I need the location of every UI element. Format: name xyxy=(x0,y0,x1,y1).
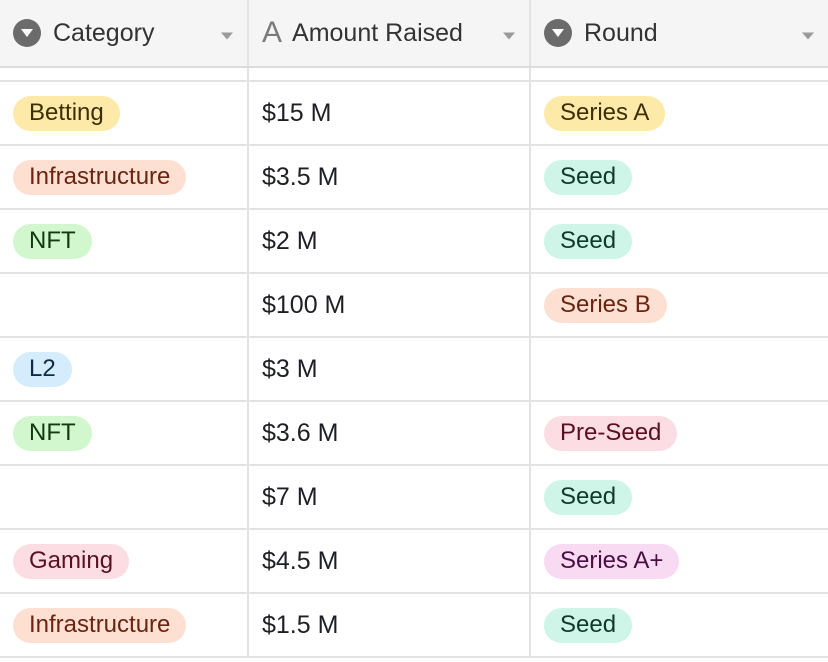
table-row[interactable]: NFT $2 M Seed xyxy=(0,210,828,274)
table-row[interactable]: Gaming $4.5 M Series A+ xyxy=(0,530,828,594)
amount-raised-cell[interactable]: $2 M xyxy=(249,210,531,272)
category-cell[interactable]: NFT xyxy=(0,402,249,464)
amount-raised-value: $4.5 M xyxy=(262,546,339,575)
column-header-round[interactable]: Round xyxy=(531,0,828,66)
table-row[interactable]: Betting $15 M Series A xyxy=(0,82,828,146)
table-row[interactable]: $100 M Series B xyxy=(0,274,828,338)
table-cell[interactable] xyxy=(249,68,531,80)
amount-raised-value: $3.5 M xyxy=(262,162,339,191)
select-option-pill: Seed xyxy=(544,159,633,195)
select-option-pill: Infrastructure xyxy=(13,607,187,643)
header-row: Category A Amount Raised Round xyxy=(0,0,828,68)
category-cell[interactable]: Gaming xyxy=(0,530,249,592)
amount-raised-value: $7 M xyxy=(262,482,318,511)
select-option-pill: Series A xyxy=(544,95,666,131)
select-option-pill: Series B xyxy=(544,287,667,323)
text-field-icon: A xyxy=(262,16,283,49)
round-cell[interactable]: Seed xyxy=(531,466,828,528)
column-header-label: Amount Raised xyxy=(292,18,463,47)
amount-raised-cell[interactable]: $3.5 M xyxy=(249,146,531,208)
select-option-pill: NFT xyxy=(13,415,92,451)
category-cell[interactable] xyxy=(0,466,249,528)
table-cell[interactable] xyxy=(531,68,828,80)
chevron-down-icon[interactable] xyxy=(221,19,233,48)
table-row[interactable]: NFT $3.6 M Pre-Seed xyxy=(0,402,828,466)
chevron-down-icon[interactable] xyxy=(802,19,814,48)
select-option-pill: Pre-Seed xyxy=(544,415,678,451)
amount-raised-value: $3 M xyxy=(262,354,318,383)
category-cell[interactable] xyxy=(0,274,249,336)
select-option-pill: L2 xyxy=(13,351,72,387)
chevron-down-icon[interactable] xyxy=(503,19,515,48)
amount-raised-value: $3.6 M xyxy=(262,418,339,447)
select-option-pill: Betting xyxy=(13,95,120,131)
amount-raised-value: $2 M xyxy=(262,226,318,255)
table-cell[interactable] xyxy=(0,68,249,80)
round-cell[interactable]: Seed xyxy=(531,146,828,208)
amount-raised-value: $1.5 M xyxy=(262,610,339,639)
select-option-pill: Series A+ xyxy=(544,543,680,579)
category-cell[interactable]: Betting xyxy=(0,82,249,144)
amount-raised-cell[interactable]: $7 M xyxy=(249,466,531,528)
round-cell[interactable]: Series B xyxy=(531,274,828,336)
single-select-icon xyxy=(544,19,572,47)
amount-raised-cell[interactable]: $4.5 M xyxy=(249,530,531,592)
column-header-label: Category xyxy=(53,18,155,47)
select-option-pill: Seed xyxy=(544,479,633,515)
round-cell[interactable]: Pre-Seed xyxy=(531,402,828,464)
single-select-icon xyxy=(13,19,41,47)
amount-raised-cell[interactable]: $100 M xyxy=(249,274,531,336)
select-option-pill: Infrastructure xyxy=(13,159,187,195)
amount-raised-value: $100 M xyxy=(262,290,346,319)
round-cell[interactable]: Seed xyxy=(531,210,828,272)
round-cell[interactable]: Seed xyxy=(531,594,828,656)
select-option-pill: Seed xyxy=(544,607,633,643)
round-cell[interactable]: Series A+ xyxy=(531,530,828,592)
table-row[interactable]: L2 $3 M xyxy=(0,338,828,402)
category-cell[interactable]: Infrastructure xyxy=(0,594,249,656)
select-option-pill: Seed xyxy=(544,223,633,259)
column-header-category[interactable]: Category xyxy=(0,0,249,66)
select-option-pill: Gaming xyxy=(13,543,130,579)
table-row[interactable]: Infrastructure $1.5 M Seed xyxy=(0,594,828,658)
amount-raised-value: $15 M xyxy=(262,98,332,127)
amount-raised-cell[interactable]: $3.6 M xyxy=(249,402,531,464)
select-option-pill: NFT xyxy=(13,223,92,259)
category-cell[interactable]: Infrastructure xyxy=(0,146,249,208)
amount-raised-cell[interactable]: $15 M xyxy=(249,82,531,144)
column-header-label: Round xyxy=(584,18,658,47)
category-cell[interactable]: NFT xyxy=(0,210,249,272)
amount-raised-cell[interactable]: $1.5 M xyxy=(249,594,531,656)
table-row[interactable]: Infrastructure $3.5 M Seed xyxy=(0,146,828,210)
table-row[interactable]: $7 M Seed xyxy=(0,466,828,530)
round-cell[interactable]: Series A xyxy=(531,82,828,144)
category-cell[interactable]: L2 xyxy=(0,338,249,400)
column-header-amount-raised[interactable]: A Amount Raised xyxy=(249,0,531,66)
partial-row xyxy=(0,68,828,82)
amount-raised-cell[interactable]: $3 M xyxy=(249,338,531,400)
round-cell[interactable] xyxy=(531,338,828,400)
